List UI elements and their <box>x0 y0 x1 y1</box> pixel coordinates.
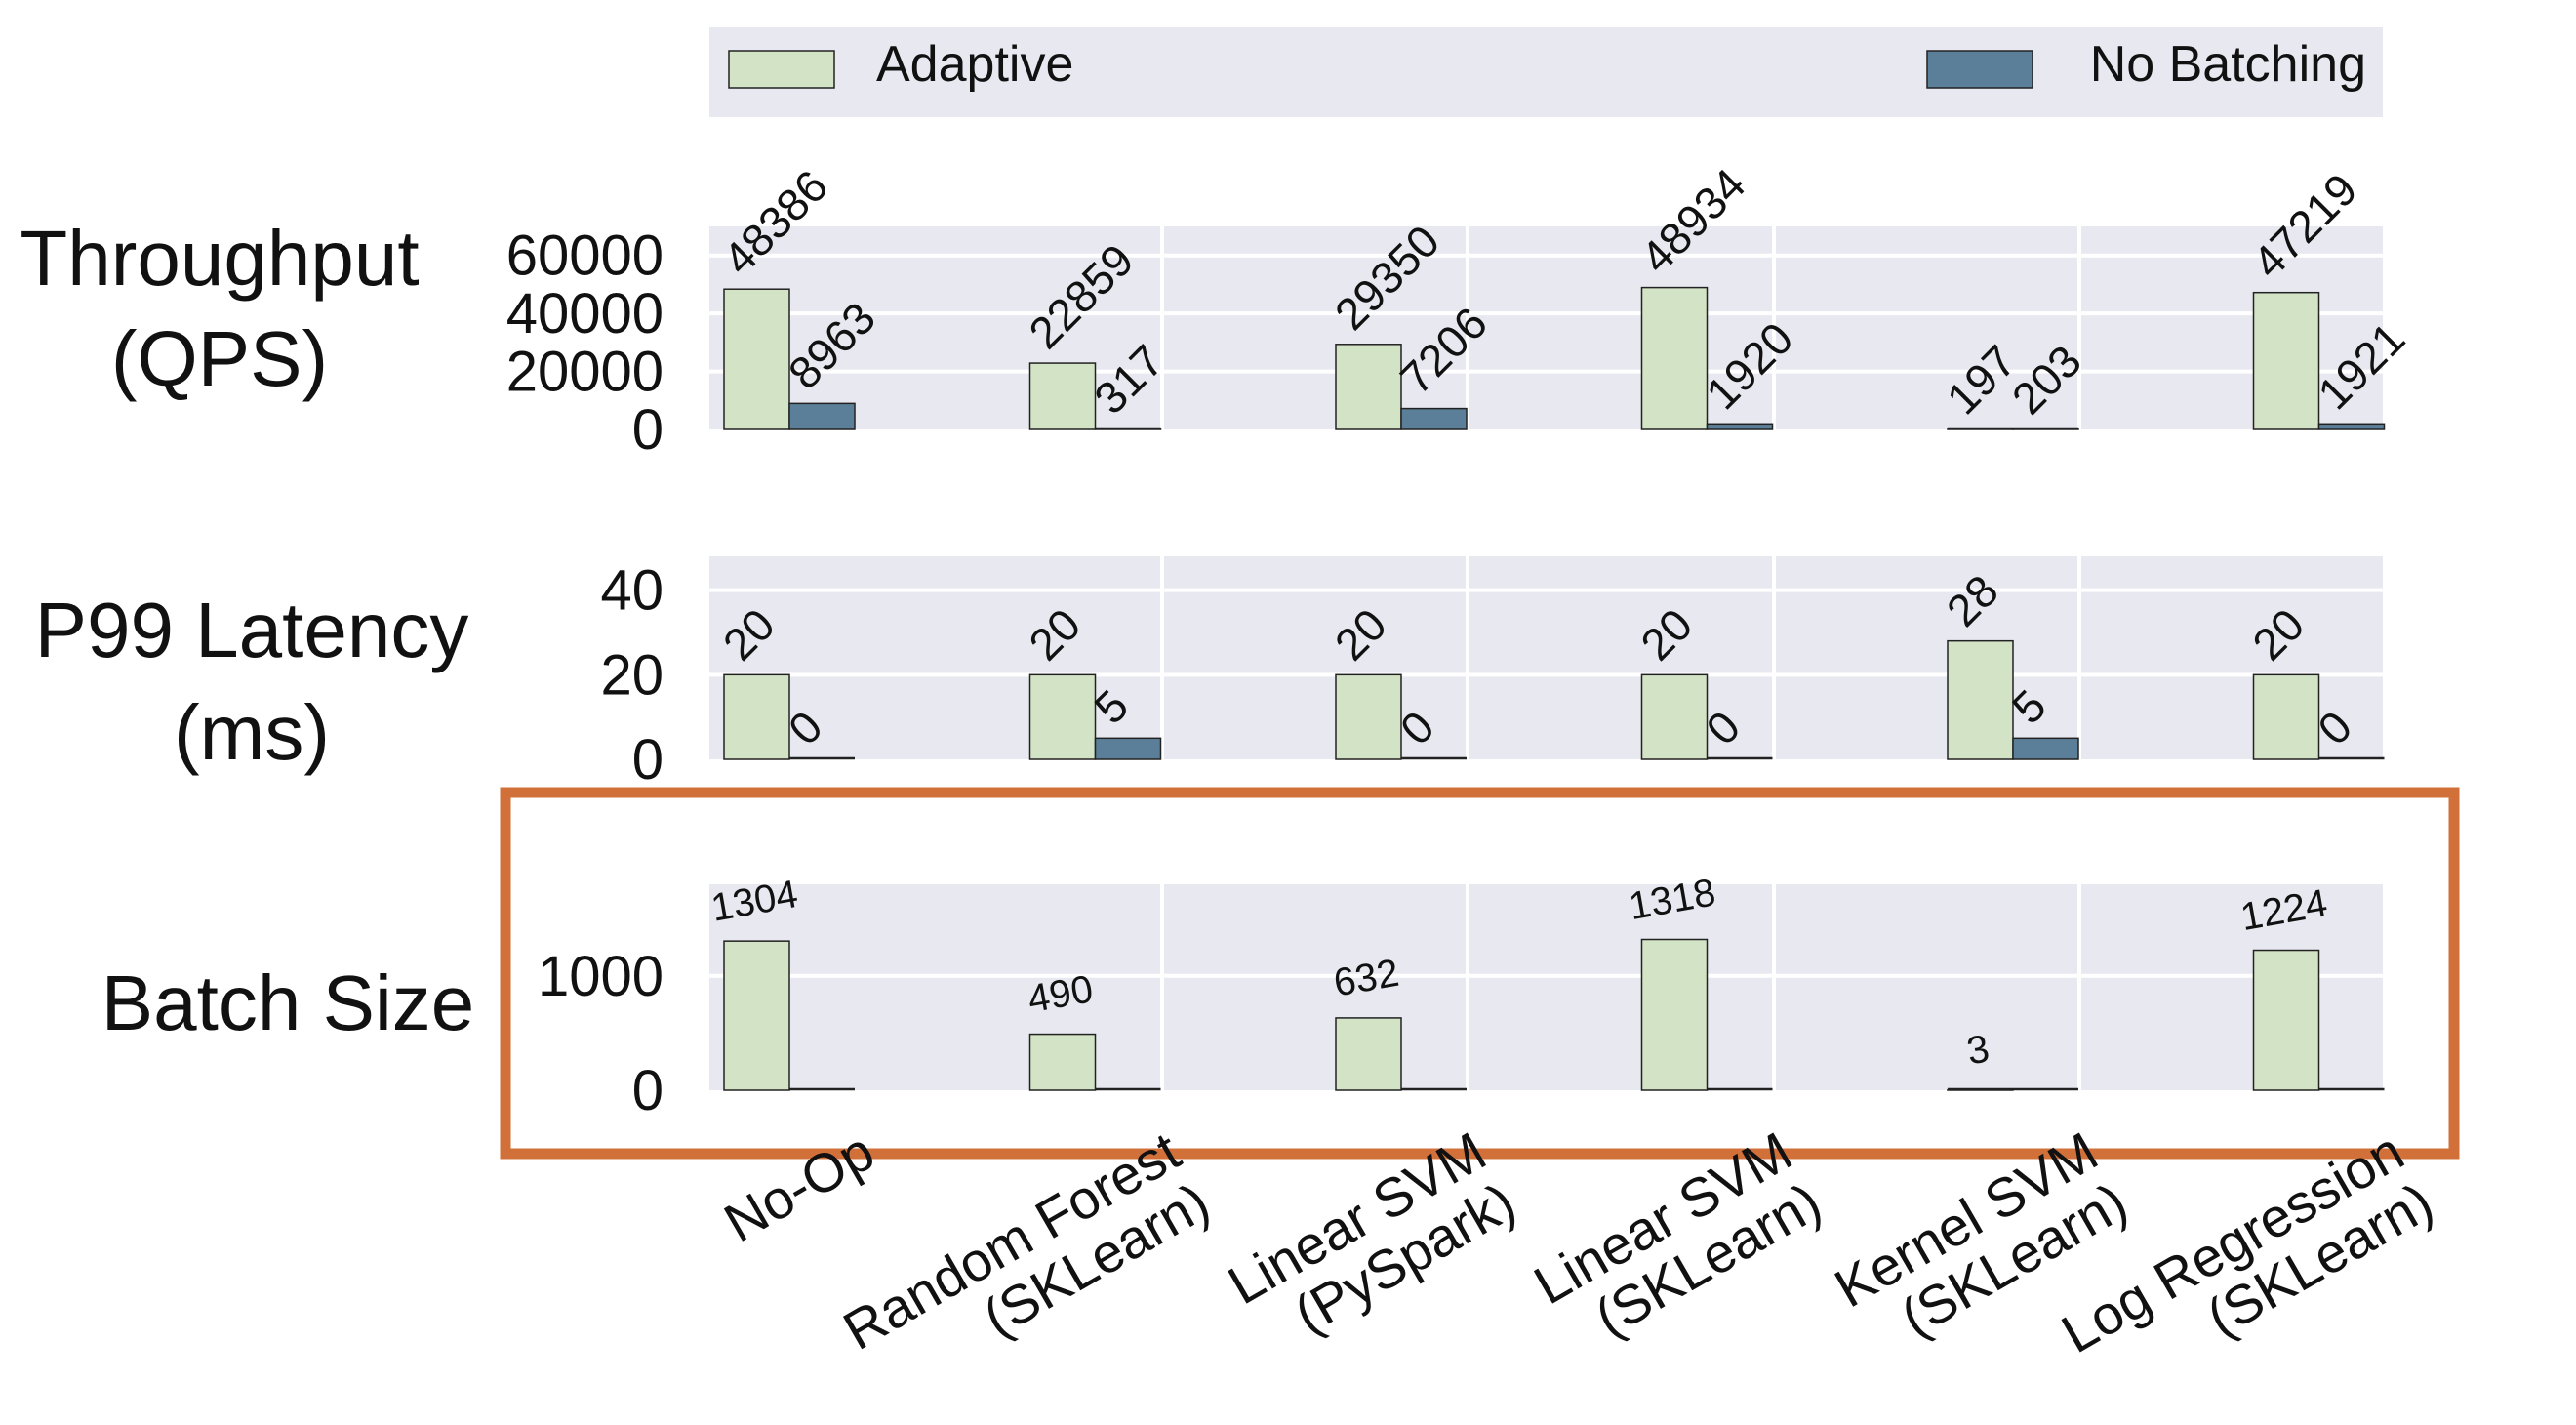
adaptive-bar <box>1640 673 1709 760</box>
y-tick-label: 20000 <box>506 341 664 404</box>
panel-background <box>709 884 2383 1090</box>
no-batching-bar <box>2317 423 2386 430</box>
highlight-box-layer <box>500 787 2460 1160</box>
adaptive-bar <box>1640 286 1709 430</box>
panel-background <box>709 226 2383 429</box>
x-tick-label: Log Regression(SKLearn) <box>2051 1120 2442 1364</box>
legend-swatch <box>1926 50 2033 89</box>
adaptive-bar <box>1028 362 1097 430</box>
adaptive-bar <box>1335 1017 1402 1091</box>
y-tick-label: 40000 <box>506 282 664 346</box>
y-tick-label: 0 <box>632 728 664 792</box>
adaptive-bar <box>1335 673 1402 760</box>
y-tick-label: 0 <box>632 398 664 462</box>
adaptive-bar <box>1028 673 1097 760</box>
x-tick-label: Random Forest(SKLearn) <box>833 1120 1220 1362</box>
adaptive-bar <box>1335 344 1402 430</box>
no-batching-bar <box>1400 407 1468 430</box>
legend-frame <box>709 27 2383 117</box>
adaptive-bar <box>2252 673 2320 760</box>
adaptive-bar <box>723 940 790 1091</box>
y-tick-label: 20 <box>600 643 664 707</box>
highlight-box <box>500 787 2460 1160</box>
panel-background <box>709 556 2383 759</box>
no-batching-bar <box>1706 423 1774 430</box>
legend-label: Adaptive <box>876 36 1073 93</box>
y-tick-label: 0 <box>632 1059 664 1122</box>
row-label: (ms) <box>174 689 330 776</box>
adaptive-bar <box>723 288 790 430</box>
adaptive-bar <box>2252 291 2320 430</box>
adaptive-bar <box>1028 1033 1097 1091</box>
row-label: P99 Latency <box>35 587 469 673</box>
panel-1: 0200004000060000Throughput(QPS)483862285… <box>20 158 2414 462</box>
y-tick-label: 1000 <box>538 945 664 1008</box>
y-tick-label: 60000 <box>506 224 664 288</box>
adaptive-bar <box>723 673 790 760</box>
adaptive-bar <box>2252 949 2320 1091</box>
row-label: Throughput <box>20 215 419 302</box>
legend-swatch <box>728 50 835 89</box>
adaptive-bar <box>1640 938 1709 1091</box>
no-batching-bar <box>2012 737 2079 760</box>
legend-label: No Batching <box>2090 36 2366 93</box>
no-batching-bar <box>1094 737 1162 760</box>
row-label: (QPS) <box>111 315 328 402</box>
y-tick-label: 40 <box>600 559 664 623</box>
adaptive-bar <box>1947 639 2014 760</box>
row-label: Batch Size <box>101 959 474 1046</box>
x-tick-label-line: No-Op <box>714 1120 884 1253</box>
legend: Adaptive No Batching <box>709 27 2383 117</box>
no-batching-bar <box>788 402 856 430</box>
x-tick-label: No-Op <box>714 1120 884 1253</box>
chart-panels: 0200004000060000Throughput(QPS)483862285… <box>20 158 2414 1122</box>
